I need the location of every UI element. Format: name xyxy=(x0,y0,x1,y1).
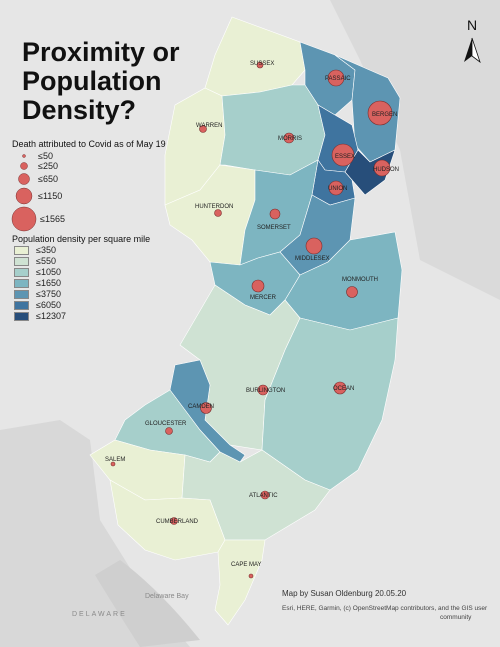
county-label-monmouth: MONMOUTH xyxy=(342,277,378,283)
county-ocean[interactable] xyxy=(261,317,399,491)
death-circle-gloucester[interactable] xyxy=(165,427,173,435)
death-circle-atlantic[interactable] xyxy=(260,490,270,500)
county-label-sussex: SUSSEX xyxy=(250,61,274,67)
county-sussex[interactable] xyxy=(204,16,306,97)
county-label-morris: MORRIS xyxy=(278,136,302,142)
density-label-1: ≤350 xyxy=(36,245,56,255)
density-label-7: ≤12307 xyxy=(36,311,66,321)
density-label-2: ≤550 xyxy=(36,256,56,266)
county-label-bergen: BERGEN xyxy=(372,112,397,118)
death-circle-essex[interactable] xyxy=(331,143,355,167)
north-label: N xyxy=(467,17,477,33)
death-legend-label-2: ≤250 xyxy=(38,161,58,171)
density-swatch-4 xyxy=(14,278,29,288)
density-label-3: ≤1050 xyxy=(36,267,61,277)
county-label-atlantic: ATLANTIC xyxy=(249,493,278,499)
death-circle-salem[interactable] xyxy=(110,461,116,467)
county-morris[interactable] xyxy=(219,84,326,176)
density-legend-item-6: ≤6050 xyxy=(14,300,61,310)
death-circle-burlington[interactable] xyxy=(257,384,269,396)
death-circle-bergen[interactable] xyxy=(367,100,393,126)
death-circle-somerset[interactable] xyxy=(269,208,281,220)
density-swatch-1 xyxy=(14,245,29,255)
death-legend-label-3: ≤650 xyxy=(38,174,58,184)
delaware-label: DELAWARE xyxy=(72,611,127,618)
death-legend-symbol-3 xyxy=(18,173,30,185)
title-line-3: Density? xyxy=(22,95,137,125)
death-circle-hudson[interactable] xyxy=(373,159,391,177)
death-legend-label-1: ≤50 xyxy=(38,151,53,161)
county-label-hunterdon: HUNTERDON xyxy=(195,204,233,210)
death-legend-label-5: ≤1565 xyxy=(40,214,65,224)
delaware-bay-label: Delaware Bay xyxy=(145,593,189,600)
density-label-5: ≤3750 xyxy=(36,289,61,299)
county-label-salem: SALEM xyxy=(105,457,125,463)
death-legend-symbol-1 xyxy=(22,154,26,158)
death-legend-symbol-5 xyxy=(11,206,37,232)
death-legend-symbol-4 xyxy=(15,187,33,205)
death-circle-passaic[interactable] xyxy=(327,69,345,87)
density-legend-item-1: ≤350 xyxy=(14,245,56,255)
county-label-hudson: HUDSON xyxy=(373,167,399,173)
death-legend-title: Death attributed to Covid as of May 19 xyxy=(12,139,166,149)
county-label-cape-may: CAPE MAY xyxy=(231,562,262,568)
death-circle-mercer[interactable] xyxy=(251,279,265,293)
density-legend-item-2: ≤550 xyxy=(14,256,56,266)
death-circle-hunterdon[interactable] xyxy=(214,209,222,217)
death-circle-cape-may[interactable] xyxy=(248,573,254,579)
county-label-gloucester: GLOUCESTER xyxy=(145,421,187,427)
density-legend-item-4: ≤1650 xyxy=(14,278,61,288)
county-label-cumberland: CUMBERLAND xyxy=(156,519,199,525)
density-swatch-6 xyxy=(14,300,29,310)
density-swatch-7 xyxy=(14,311,29,321)
north-arrow-icon xyxy=(464,37,481,64)
density-swatch-2 xyxy=(14,256,29,266)
density-legend-item-5: ≤3750 xyxy=(14,289,61,299)
title-line-2: Population xyxy=(22,66,162,96)
death-circle-sussex[interactable] xyxy=(256,61,264,69)
county-label-camden: CAMDEN xyxy=(188,404,214,410)
county-label-passaic: PASSAIC xyxy=(325,76,351,82)
death-circle-morris[interactable] xyxy=(283,132,295,144)
county-label-somerset: SOMERSET xyxy=(257,225,291,231)
credit-community: community xyxy=(440,614,472,621)
county-label-warren: WARREN xyxy=(196,123,222,129)
density-legend-item-3: ≤1050 xyxy=(14,267,61,277)
county-label-union: UNION xyxy=(328,186,347,192)
credit-author: Map by Susan Oldenburg 20.05.20 xyxy=(282,589,407,598)
death-circle-cumberland[interactable] xyxy=(170,517,178,525)
death-legend-symbols xyxy=(11,154,37,232)
county-label-middlesex: MIDDLESEX xyxy=(295,256,330,262)
credit-sources: Esri, HERE, Garmin, (c) OpenStreetMap co… xyxy=(282,605,488,612)
density-swatch-5 xyxy=(14,289,29,299)
density-legend-title: Population density per square mile xyxy=(12,234,151,244)
death-circle-ocean[interactable] xyxy=(333,381,347,395)
density-legend-item-7: ≤12307 xyxy=(14,311,66,321)
county-label-burlington: BURLINGTON xyxy=(246,388,285,394)
county-label-ocean: OCEAN xyxy=(333,386,354,392)
delaware-bay-water xyxy=(95,560,200,647)
death-circle-warren[interactable] xyxy=(199,125,207,133)
county-cape-may[interactable] xyxy=(214,539,266,626)
death-circle-camden[interactable] xyxy=(200,402,212,414)
death-circle-middlesex[interactable] xyxy=(305,237,323,255)
density-label-6: ≤6050 xyxy=(36,300,61,310)
death-circle-union[interactable] xyxy=(328,180,344,196)
map-title: Proximity or Population Density? xyxy=(22,38,180,125)
title-line-1: Proximity or xyxy=(22,37,180,67)
density-swatch-3 xyxy=(14,267,29,277)
density-label-4: ≤1650 xyxy=(36,278,61,288)
death-circle-monmouth[interactable] xyxy=(346,286,358,298)
death-legend-symbol-2 xyxy=(20,162,28,170)
county-label-mercer: MERCER xyxy=(250,295,277,301)
county-label-essex: ESSEX xyxy=(335,154,355,160)
death-legend-label-4: ≤1150 xyxy=(38,191,63,201)
